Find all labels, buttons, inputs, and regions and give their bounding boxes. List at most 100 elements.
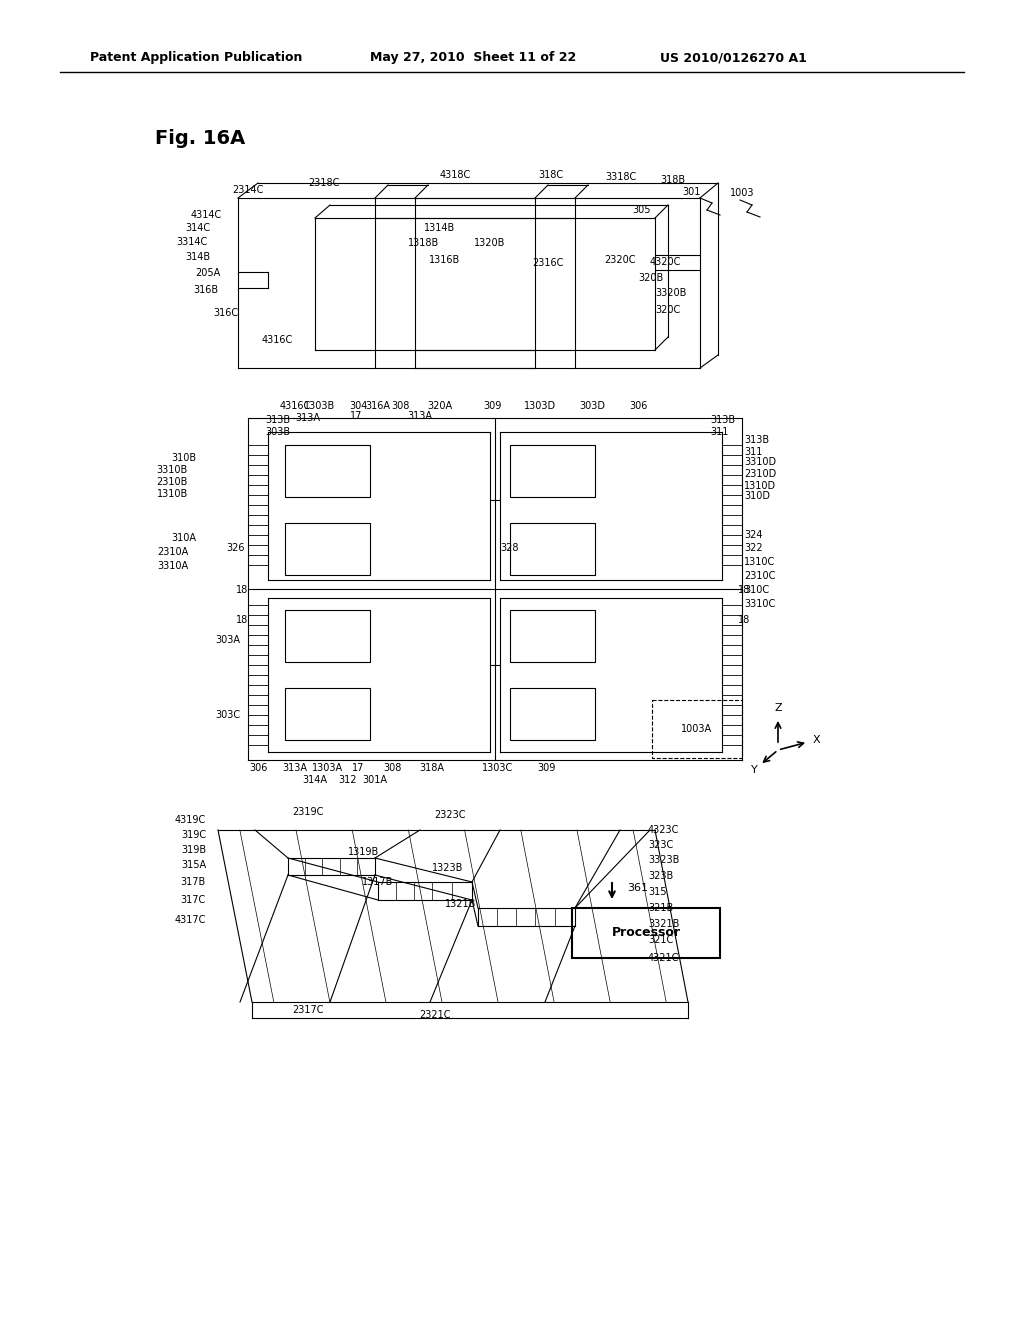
Text: 1003A: 1003A bbox=[681, 723, 713, 734]
Text: 17: 17 bbox=[350, 411, 362, 421]
Text: 1314B: 1314B bbox=[424, 223, 456, 234]
Text: 323B: 323B bbox=[648, 871, 673, 880]
Text: 313A: 313A bbox=[283, 763, 307, 774]
Bar bbox=[285, 445, 370, 498]
Text: 311: 311 bbox=[710, 426, 728, 437]
Text: 313A: 313A bbox=[408, 411, 432, 421]
Text: 4321C: 4321C bbox=[648, 953, 679, 964]
Text: 318B: 318B bbox=[660, 176, 685, 185]
Text: 2316C: 2316C bbox=[532, 257, 563, 268]
Text: 314B: 314B bbox=[185, 252, 210, 261]
Text: 309: 309 bbox=[482, 401, 501, 411]
Text: 3310D: 3310D bbox=[744, 457, 776, 467]
Text: Y: Y bbox=[751, 766, 758, 775]
Text: 304: 304 bbox=[349, 401, 368, 411]
Text: 320B: 320B bbox=[638, 273, 664, 282]
Bar bbox=[510, 445, 595, 498]
Text: 301: 301 bbox=[682, 187, 700, 197]
Text: 305: 305 bbox=[633, 205, 651, 215]
Text: 18: 18 bbox=[236, 585, 248, 595]
Text: 314C: 314C bbox=[185, 223, 210, 234]
Text: 310B: 310B bbox=[171, 453, 196, 463]
Text: 1310D: 1310D bbox=[744, 480, 776, 491]
Text: 309: 309 bbox=[537, 763, 555, 774]
Text: 4316C: 4316C bbox=[262, 335, 293, 345]
Text: 4317C: 4317C bbox=[175, 915, 206, 925]
Text: 320A: 320A bbox=[427, 401, 453, 411]
Text: 310D: 310D bbox=[744, 491, 770, 502]
Text: 306: 306 bbox=[629, 401, 647, 411]
Text: 306: 306 bbox=[249, 763, 267, 774]
Text: 4314C: 4314C bbox=[190, 210, 222, 220]
Text: 18: 18 bbox=[738, 585, 751, 595]
Bar bbox=[285, 688, 370, 741]
Text: 1303B: 1303B bbox=[304, 401, 336, 411]
Text: 1310C: 1310C bbox=[744, 557, 775, 568]
Text: 1317B: 1317B bbox=[362, 876, 393, 887]
Text: 321C: 321C bbox=[648, 935, 673, 945]
Text: 310A: 310A bbox=[171, 533, 196, 543]
Text: 1320B: 1320B bbox=[474, 238, 506, 248]
Text: 315A: 315A bbox=[181, 861, 206, 870]
Bar bbox=[510, 523, 595, 576]
Text: 3310B: 3310B bbox=[157, 465, 188, 475]
Text: 3310A: 3310A bbox=[157, 561, 188, 572]
Text: 322: 322 bbox=[744, 543, 763, 553]
Text: 1316B: 1316B bbox=[429, 255, 461, 265]
Text: 313A: 313A bbox=[296, 413, 321, 422]
Text: 4318C: 4318C bbox=[440, 170, 471, 180]
Text: 321B: 321B bbox=[648, 903, 673, 913]
Text: 318A: 318A bbox=[420, 763, 444, 774]
Text: 303A: 303A bbox=[215, 635, 240, 645]
Text: 3310C: 3310C bbox=[744, 599, 775, 609]
Text: 4319C: 4319C bbox=[175, 814, 206, 825]
Text: 301A: 301A bbox=[362, 775, 387, 785]
Text: 2318C: 2318C bbox=[308, 178, 339, 187]
Text: 317B: 317B bbox=[181, 876, 206, 887]
Text: 313B: 313B bbox=[265, 414, 290, 425]
Text: Z: Z bbox=[774, 704, 781, 713]
Text: 328: 328 bbox=[500, 543, 518, 553]
Text: Patent Application Publication: Patent Application Publication bbox=[90, 51, 302, 65]
Text: 2319C: 2319C bbox=[292, 807, 324, 817]
Text: 313B: 313B bbox=[744, 436, 769, 445]
Text: 315: 315 bbox=[648, 887, 667, 898]
Text: 324: 324 bbox=[744, 531, 763, 540]
Text: 4323C: 4323C bbox=[648, 825, 679, 836]
Text: X: X bbox=[812, 735, 820, 744]
Text: 18: 18 bbox=[236, 615, 248, 624]
Text: 3321B: 3321B bbox=[648, 919, 679, 929]
Text: 1318B: 1318B bbox=[409, 238, 439, 248]
Text: 316B: 316B bbox=[193, 285, 218, 294]
Text: 2310A: 2310A bbox=[157, 546, 188, 557]
Text: 1003: 1003 bbox=[730, 187, 755, 198]
Text: 316C: 316C bbox=[213, 308, 238, 318]
Text: 2314C: 2314C bbox=[232, 185, 263, 195]
Text: 18: 18 bbox=[738, 615, 751, 624]
Text: 312: 312 bbox=[339, 775, 357, 785]
Text: 313B: 313B bbox=[710, 414, 735, 425]
Text: 2310C: 2310C bbox=[744, 572, 775, 581]
Text: 4320C: 4320C bbox=[649, 257, 681, 267]
Text: 1310B: 1310B bbox=[157, 488, 188, 499]
Text: 1303C: 1303C bbox=[482, 763, 514, 774]
Bar bbox=[572, 908, 720, 958]
Text: 3323B: 3323B bbox=[648, 855, 679, 865]
Text: 4316C: 4316C bbox=[280, 401, 311, 411]
Bar bbox=[285, 610, 370, 663]
Text: US 2010/0126270 A1: US 2010/0126270 A1 bbox=[660, 51, 807, 65]
Text: 310C: 310C bbox=[744, 585, 769, 595]
Text: 314A: 314A bbox=[302, 775, 328, 785]
Bar bbox=[510, 688, 595, 741]
Text: 2321C: 2321C bbox=[419, 1010, 451, 1020]
Text: 320C: 320C bbox=[655, 305, 680, 315]
Text: 311: 311 bbox=[744, 447, 763, 457]
Text: 2310B: 2310B bbox=[157, 477, 188, 487]
Bar bbox=[285, 523, 370, 576]
Text: 205A: 205A bbox=[195, 268, 220, 279]
Text: 326: 326 bbox=[226, 543, 245, 553]
Text: May 27, 2010  Sheet 11 of 22: May 27, 2010 Sheet 11 of 22 bbox=[370, 51, 577, 65]
Text: 1303A: 1303A bbox=[312, 763, 344, 774]
Text: 323C: 323C bbox=[648, 840, 673, 850]
Text: 1319B: 1319B bbox=[348, 847, 379, 857]
